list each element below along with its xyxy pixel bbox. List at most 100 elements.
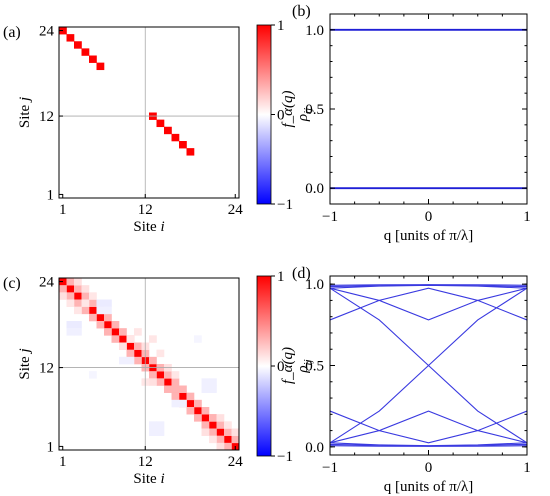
heatmap-cell — [231, 435, 240, 444]
line-panel: −1 0 1 0.0 0.5 1.0 q [units of π/λ] f_α(q) (b) — [280, 3, 531, 244]
heatmap-cell — [66, 285, 75, 293]
heatmap-cell — [111, 335, 120, 343]
heatmap-cell — [89, 55, 97, 63]
heatmap-cell — [149, 371, 157, 379]
heatmap-cell — [209, 385, 217, 393]
x-tick-label: 0 — [425, 460, 433, 476]
heatmap-cell — [89, 299, 97, 307]
y-axis-label-var: j — [17, 97, 33, 103]
heatmap-cell — [209, 421, 217, 429]
heatmap-cell — [81, 285, 90, 293]
heatmap-cell — [126, 356, 135, 365]
heatmap-cell — [194, 335, 202, 343]
series-line — [329, 410, 528, 444]
x-tick-label: 12 — [138, 454, 153, 470]
heatmap-cell — [156, 378, 165, 386]
y-tick-label: 1.0 — [305, 23, 324, 39]
y-axis-label: f_α(q) — [280, 347, 296, 384]
heatmap-cell — [119, 328, 127, 336]
heatmap-cell — [156, 421, 165, 429]
x-axis-label: q [units of π/λ] — [384, 228, 473, 244]
heatmap-cell — [156, 371, 165, 379]
y-axis-label-var: j — [17, 348, 33, 354]
y-tick-label: 0.5 — [305, 359, 324, 375]
heatmap-cell — [81, 306, 90, 315]
heatmap-cell — [66, 299, 75, 307]
heatmap-cell — [171, 133, 180, 142]
heatmap-cell — [201, 385, 210, 393]
x-tick-label: 1 — [59, 454, 67, 470]
heatmap-cell — [149, 421, 157, 429]
heatmap-cell — [134, 356, 142, 365]
heatmap-cell — [216, 435, 225, 444]
heatmap-cell — [74, 285, 82, 293]
heatmap-cell — [179, 399, 187, 408]
heatmap-cell — [89, 313, 97, 322]
heatmap-cell — [149, 356, 157, 365]
x-tick-label: 0 — [425, 209, 433, 225]
heatmap-cell — [156, 119, 165, 128]
heatmap-cell — [111, 321, 120, 329]
heatmap-cell — [96, 321, 105, 329]
heatmap-cell — [224, 442, 232, 451]
x-axis-label: Site i — [133, 471, 164, 487]
heatmap-cell — [209, 378, 217, 386]
x-axis-label: Site i — [133, 219, 164, 235]
heatmap-cell — [179, 141, 187, 149]
heatmap-cell — [164, 126, 172, 135]
heatmap-cell — [119, 342, 127, 350]
heatmap-cell — [171, 392, 180, 401]
heatmap-cell — [96, 299, 105, 307]
colorbar-tick-label: 1 — [277, 18, 285, 34]
colorbar-tick-label: −1 — [277, 197, 293, 213]
plot-frame — [58, 277, 240, 451]
heatmap-cell — [201, 421, 210, 429]
heatmap-cell — [126, 335, 135, 343]
x-tick-label: 24 — [228, 454, 244, 470]
panel-label: (d) — [292, 265, 311, 282]
x-tick-label: 1 — [523, 209, 531, 225]
x-tick-label: 1 — [523, 460, 531, 476]
heatmap-cell — [74, 299, 82, 307]
heatmap-cell — [74, 306, 82, 315]
heatmap-cell — [66, 278, 75, 286]
heatmap-cell — [126, 349, 135, 358]
heatmap-cell — [89, 292, 97, 300]
heatmap-cell — [134, 328, 142, 336]
heatmap-cell — [194, 407, 202, 415]
series-line — [329, 442, 528, 447]
y-axis-label: Site j — [17, 348, 33, 379]
heatmap-cell — [209, 414, 217, 422]
heatmap-cell — [81, 299, 90, 307]
x-tick-label: 12 — [138, 202, 153, 218]
heatmap-cell — [74, 292, 82, 300]
colorbar-label-text: ρ — [295, 365, 311, 373]
x-tick-label: −1 — [322, 460, 338, 476]
colorbar-label-sub: ij — [302, 108, 314, 114]
y-tick-label: 0.0 — [305, 440, 324, 456]
heatmap-cell — [216, 428, 225, 436]
heatmap-cell — [104, 328, 112, 336]
panel-label: (b) — [292, 3, 311, 20]
heatmap-cell — [59, 285, 67, 293]
y-tick-label: 0.0 — [305, 181, 324, 197]
heatmap-cell — [104, 321, 112, 329]
heatmap-cell — [119, 356, 127, 365]
colorbar — [256, 275, 272, 457]
x-axis-label-var: i — [160, 471, 164, 487]
series-line — [329, 287, 528, 321]
heatmap-cell — [74, 328, 82, 336]
heatmap-cell — [201, 378, 210, 386]
heatmap-cell — [194, 399, 202, 408]
heatmap-cell — [96, 62, 105, 71]
x-axis-label-text: Site — [133, 471, 160, 487]
y-tick-label: 24 — [39, 275, 55, 291]
x-tick-label: 24 — [228, 202, 244, 218]
x-axis-label-text: Site — [133, 219, 160, 235]
heatmap-cell — [179, 385, 187, 393]
heatmap-cell — [186, 399, 195, 408]
panel-label: (a) — [3, 24, 21, 41]
y-tick-label: 12 — [39, 109, 54, 125]
